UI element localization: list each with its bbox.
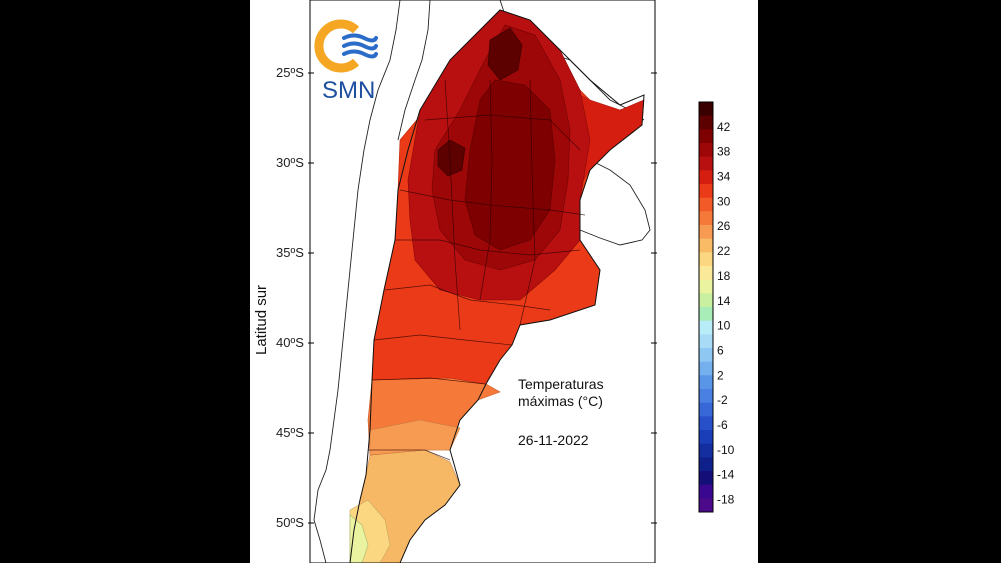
zone-north-hottest (464, 79, 556, 251)
colorbar-frame (698, 101, 714, 513)
caption-date: 26-11-2022 (518, 432, 589, 448)
colorbar-swatch (699, 402, 713, 417)
colorbar-label: 6 (717, 343, 724, 357)
colorbar-swatch (699, 361, 713, 376)
colorbar-swatch (699, 115, 713, 130)
colorbar-swatch (699, 498, 713, 513)
lat-tick-50: 50ºS (276, 515, 304, 530)
colorbar-swatch (699, 252, 713, 267)
caption-line-2: máximas (°C) (518, 393, 603, 409)
colorbar-label: 2 (717, 368, 724, 382)
logo-sun-arc (314, 19, 360, 73)
colorbar-swatch (699, 266, 713, 281)
argentina-outline (349, 9, 645, 563)
colorbar-swatch (699, 471, 713, 486)
colorbar-swatch (699, 443, 713, 458)
colorbar-swatch (699, 156, 713, 171)
colorbar-swatch (699, 143, 713, 158)
colorbar-swatch (699, 484, 713, 499)
colorbar-swatch (699, 279, 713, 294)
colorbar-swatch (699, 211, 713, 226)
colorbar-swatch (699, 170, 713, 185)
colorbar-label: 38 (717, 145, 731, 159)
colorbar-swatch (699, 430, 713, 445)
colorbar-swatch (699, 416, 713, 431)
colorbar-label: 34 (717, 170, 731, 184)
lat-ticks: 25ºS 30ºS 35ºS 40ºS 45ºS 50ºS (276, 65, 657, 530)
colorbar-swatch (699, 129, 713, 144)
caption-line-1: Temperaturas (518, 376, 604, 392)
colorbar-label: 22 (717, 244, 731, 258)
colorbar-swatch (699, 102, 713, 117)
colorbar-label: 26 (717, 219, 731, 233)
y-axis-title: Latitud sur (253, 285, 270, 355)
colorbar-swatch (699, 307, 713, 322)
colorbar: 42 38 34 30 26 22 18 14 10 6 2 -2 -6 -10 -14 -18 (698, 101, 735, 513)
zone-peak-west (437, 139, 466, 177)
colorbar-label: 10 (717, 319, 731, 333)
logo-wave-icon (342, 33, 378, 59)
colorbar-swatch (699, 320, 713, 335)
lat-tick-40: 40ºS (276, 335, 304, 350)
colorbar-swatch (699, 197, 713, 212)
colorbar-label: -2 (717, 393, 728, 407)
colorbar-swatch (699, 348, 713, 363)
colorbar-swatch (699, 225, 713, 240)
temperature-fill (349, 9, 645, 563)
map-panel: 25ºS 30ºS 35ºS 40ºS 45ºS 50ºS Latitud su… (250, 0, 758, 563)
colorbar-swatch (699, 389, 713, 404)
colorbar-label: 14 (717, 294, 731, 308)
colorbar-label: 42 (717, 120, 731, 134)
temperature-map: 25ºS 30ºS 35ºS 40ºS 45ºS 50ºS Latitud su… (253, 0, 735, 563)
province-borders (368, 79, 586, 461)
colorbar-label: -6 (717, 418, 728, 432)
colorbar-label: 18 (717, 269, 731, 283)
colorbar-swatch (699, 238, 713, 253)
zone-peak-north (487, 27, 523, 81)
lat-tick-35: 35ºS (276, 245, 304, 260)
colorbar-swatch (699, 334, 713, 349)
smn-logo: SMN (314, 19, 378, 104)
colorbar-swatch (699, 184, 713, 199)
lat-tick-25: 25ºS (276, 65, 304, 80)
colorbar-swatch (699, 293, 713, 308)
lat-tick-30: 30ºS (276, 155, 304, 170)
colorbar-swatch (699, 375, 713, 390)
colorbar-label: 30 (717, 194, 731, 208)
colorbar-label: -18 (717, 493, 735, 507)
colorbar-label: -14 (717, 468, 735, 482)
colorbar-label: -10 (717, 443, 735, 457)
lat-tick-45: 45ºS (276, 425, 304, 440)
colorbar-swatch (699, 457, 713, 472)
logo-text: SMN (322, 77, 375, 104)
